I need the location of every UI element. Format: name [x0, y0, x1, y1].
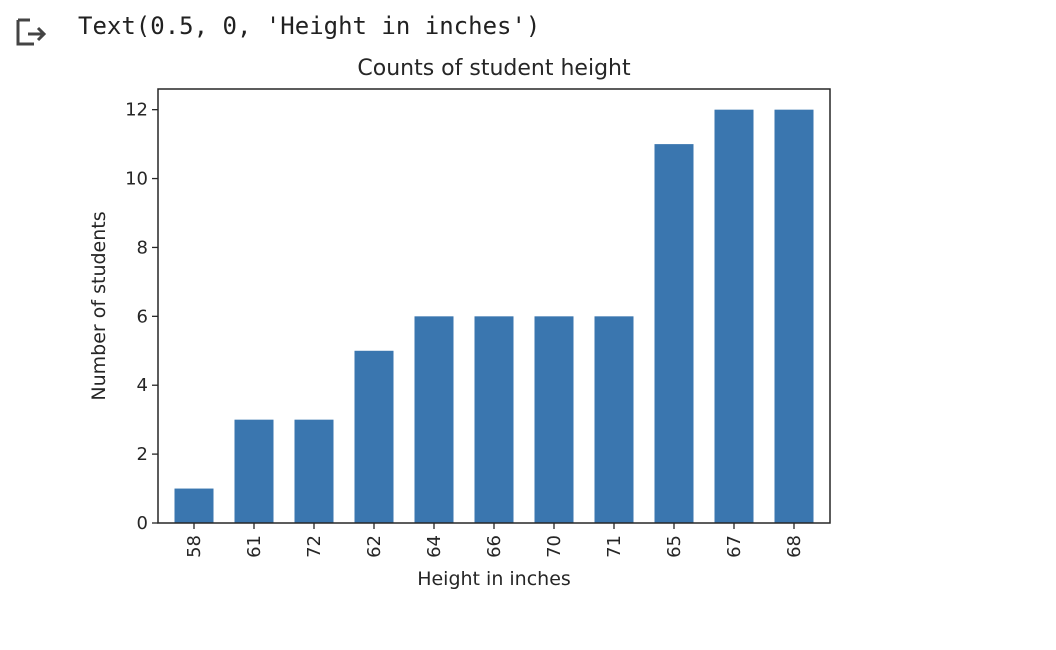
bars-group [174, 109, 814, 524]
output-arrow-icon[interactable] [14, 14, 50, 48]
x-tick-label: 70 [544, 535, 565, 558]
bar-71 [594, 316, 634, 523]
x-tick-label: 72 [304, 535, 325, 558]
bar-68 [774, 109, 814, 524]
output-text: Text(0.5, 0, 'Height in inches') [78, 12, 541, 40]
x-tick-label: 68 [784, 535, 805, 558]
bar-70 [534, 316, 574, 523]
y-tick-label: 4 [137, 375, 148, 396]
y-axis-label: Number of students [88, 211, 110, 400]
x-tick-label: 62 [364, 535, 385, 558]
y-tick-label: 0 [137, 513, 148, 534]
x-tick-label: 67 [724, 535, 745, 558]
y-tick-label: 6 [137, 306, 148, 327]
bar-65 [654, 144, 694, 523]
x-tick-label: 61 [244, 535, 265, 558]
bar-64 [414, 316, 454, 523]
x-tick-label: 64 [424, 535, 445, 558]
x-tick-label: 58 [184, 535, 205, 558]
x-tick-label: 65 [664, 535, 685, 558]
x-tick-label: 71 [604, 535, 625, 558]
y-tick-label: 2 [137, 444, 148, 465]
x-axis-label: Height in inches [417, 568, 571, 590]
bar-61 [234, 419, 274, 523]
chart-title: Counts of student height [357, 56, 631, 81]
plot-frame [157, 88, 831, 524]
bar-67 [714, 109, 754, 524]
y-tick-label: 12 [125, 100, 148, 121]
y-axis-ticks: 0 2 4 6 8 10 12 [125, 100, 158, 534]
bar-66 [474, 316, 514, 523]
x-axis-ticks: 58 61 72 62 64 66 70 71 65 67 68 [184, 523, 805, 558]
x-tick-label: 66 [484, 535, 505, 558]
y-tick-label: 8 [137, 237, 148, 258]
bar-62 [354, 350, 394, 523]
bar-72 [294, 419, 334, 523]
y-tick-label: 10 [125, 169, 148, 190]
bar-58 [174, 488, 214, 523]
